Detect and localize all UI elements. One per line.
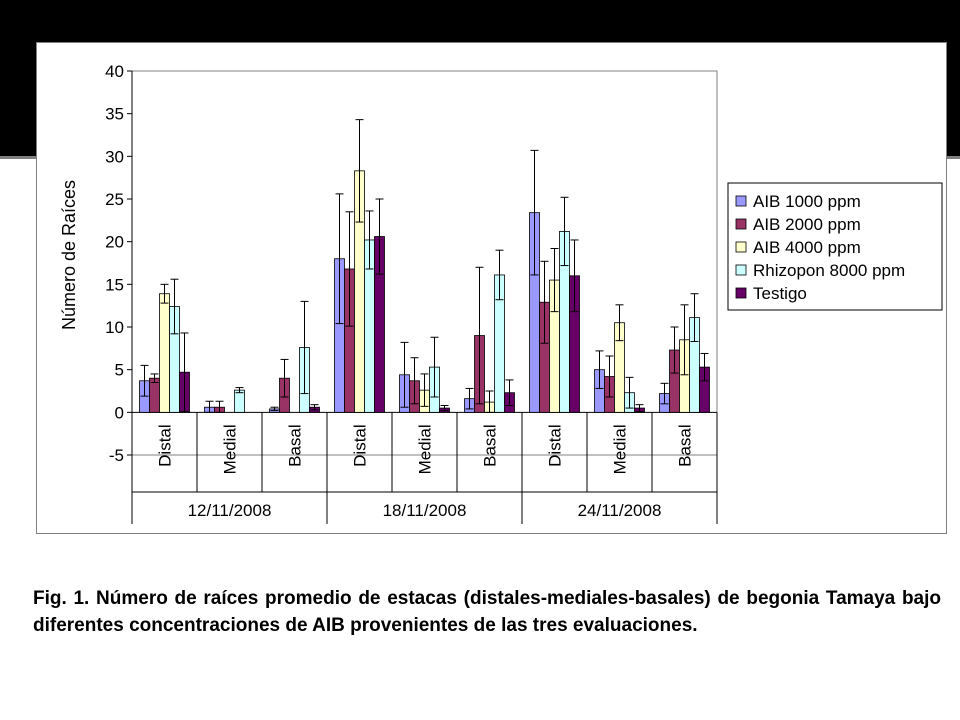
category-label: Basal [481,424,500,467]
legend-box [727,182,943,311]
legend-label: Testigo [753,284,807,303]
y-tick-label: 25 [105,190,124,209]
y-tick-label: 30 [105,147,124,166]
y-tick-label: 10 [105,318,124,337]
y-tick-label: 20 [105,233,124,252]
y-tick-label: 0 [115,403,124,422]
y-tick-label: -5 [109,446,124,465]
group-label: 18/11/2008 [383,501,467,520]
category-label: Distal [351,424,370,467]
y-tick-label: 40 [105,62,124,81]
legend-label: AIB 1000 ppm [753,192,861,211]
legend-label: AIB 4000 ppm [753,238,861,257]
legend-swatch [735,195,747,207]
y-axis-title: Número de Raíces [59,180,79,330]
bar [159,293,170,413]
bar-chart: -5 0 5 10 15 20 25 30 35 40 Número de Raíces Distal… [59,62,943,524]
y-tick-label: 5 [115,361,124,380]
y-tick-label: 35 [105,105,124,124]
category-label: Distal [156,424,175,467]
bar [234,389,245,413]
legend-swatch [735,264,747,276]
category-label: Medial [221,424,240,474]
legend-label: Rhizopon 8000 ppm [753,261,905,280]
category-label: Basal [676,424,695,467]
y-tick-label: 15 [105,275,124,294]
chart-area: -5 0 5 10 15 20 25 30 35 40 Número de Raíces Distal… [36,42,947,534]
legend-swatch [735,218,747,230]
legend-swatch [735,287,747,299]
category-label: Medial [416,424,435,474]
category-label: Medial [611,424,630,474]
group-label: 24/11/2008 [578,501,662,520]
legend-label: AIB 2000 ppm [753,215,861,234]
category-label: Distal [546,424,565,467]
figure-caption: Fig. 1. Número de raíces promedio de est… [33,588,941,636]
group-label: 12/11/2008 [188,501,272,520]
bar [149,377,160,413]
legend-swatch [735,241,747,253]
category-label: Basal [286,424,305,467]
